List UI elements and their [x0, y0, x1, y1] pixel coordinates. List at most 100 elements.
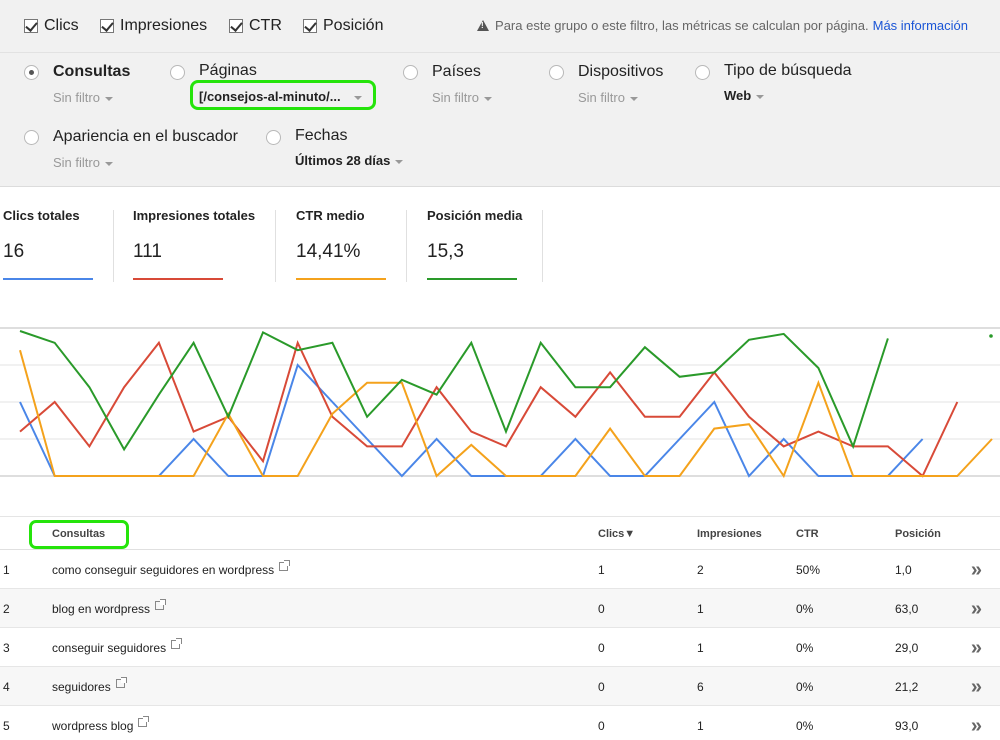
metric-divider: [113, 210, 114, 282]
notice-text: Para este grupo o este filtro, las métri…: [495, 18, 869, 33]
clicks-value: 0: [598, 602, 605, 616]
header-impresiones[interactable]: Impresiones: [697, 528, 762, 540]
ctr-checkbox[interactable]: CTR: [229, 16, 282, 36]
header-ctr[interactable]: CTR: [796, 528, 819, 540]
chevron-down-icon: [104, 96, 113, 101]
query-label: como conseguir seguidores en wordpress: [52, 563, 275, 577]
position-value: 93,0: [895, 719, 919, 733]
metric-label: Posición media: [427, 208, 523, 223]
query-text[interactable]: seguidores: [52, 677, 127, 694]
metric-posicion-media[interactable]: Posición media 15,3: [427, 208, 522, 288]
fechas-radio[interactable]: [266, 130, 281, 145]
table-row[interactable]: 1 como conseguir seguidores en wordpress…: [0, 550, 1000, 589]
apariencia-filter-value: Sin filtro: [53, 155, 100, 170]
row-details-icon[interactable]: »: [970, 559, 982, 581]
apariencia-radio[interactable]: [24, 130, 39, 145]
metric-clics-totales[interactable]: Clics totales 16: [3, 208, 93, 288]
clicks-value: 0: [598, 641, 605, 655]
dispositivos-filter-dropdown[interactable]: Sin filtro: [578, 90, 638, 105]
tipo-busqueda-label[interactable]: Tipo de búsqueda: [724, 62, 852, 79]
posicion-checkbox-label: Posición: [323, 17, 384, 34]
filters-panel: Consultas Sin filtro Páginas [/consejos-…: [0, 52, 1000, 187]
more-info-link[interactable]: Más información: [872, 18, 968, 33]
tipo-busqueda-radio[interactable]: [695, 65, 710, 80]
query-text[interactable]: conseguir seguidores: [52, 638, 183, 655]
metric-value: 15,3: [427, 241, 464, 262]
clicks-value: 1: [598, 563, 605, 577]
impressions-value: 2: [697, 563, 704, 577]
paises-filter-value: Sin filtro: [432, 90, 479, 105]
external-link-icon[interactable]: [279, 560, 291, 571]
row-details-icon[interactable]: »: [970, 676, 982, 698]
metric-impresiones-totales[interactable]: Impresiones totales 111: [133, 208, 255, 288]
external-link-icon[interactable]: [138, 716, 150, 727]
table-row[interactable]: 3 conseguir seguidores 0 1 0% 29,0 »: [0, 628, 1000, 667]
clicks-value: 0: [598, 680, 605, 694]
dispositivos-label[interactable]: Dispositivos: [578, 63, 664, 80]
metric-label: CTR medio: [296, 208, 365, 223]
row-details-icon[interactable]: »: [970, 637, 982, 659]
query-text[interactable]: wordpress blog: [52, 716, 150, 733]
row-details-icon[interactable]: »: [970, 715, 982, 737]
series-point-posicion: [989, 334, 993, 338]
metric-toggle-bar: Clics Impresiones CTR Posición Para este…: [0, 0, 1000, 52]
consultas-filter-dropdown[interactable]: Sin filtro: [53, 90, 113, 105]
checkbox-check-icon: [100, 19, 114, 33]
fechas-dropdown[interactable]: Últimos 28 días: [295, 153, 404, 168]
impresiones-checkbox[interactable]: Impresiones: [100, 16, 207, 36]
clics-checkbox[interactable]: Clics: [24, 16, 79, 36]
tipo-busqueda-dropdown[interactable]: Web: [724, 88, 765, 103]
paginas-radio[interactable]: [170, 65, 185, 80]
ctr-value: 0%: [796, 641, 814, 655]
external-link-icon[interactable]: [171, 638, 183, 649]
apariencia-label[interactable]: Apariencia en el buscador: [53, 128, 239, 145]
row-number: 4: [3, 680, 10, 694]
series-line-posición: [19, 330, 889, 452]
ctr-value: 0%: [796, 602, 814, 616]
impressions-value: 1: [697, 602, 704, 616]
query-text[interactable]: como conseguir seguidores en wordpress: [52, 560, 291, 577]
query-text[interactable]: blog en wordpress: [52, 599, 167, 616]
position-value: 21,2: [895, 680, 919, 694]
table-row[interactable]: 4 seguidores 0 6 0% 21,2 »: [0, 667, 1000, 706]
impresiones-checkbox-label: Impresiones: [120, 17, 208, 34]
chart-gridlines: [0, 327, 1000, 477]
metric-divider: [275, 210, 276, 282]
paginas-filter-highlight: [190, 80, 376, 110]
paginas-filter-dropdown[interactable]: [/consejos-al-minuto/...: [199, 89, 362, 104]
clics-checkbox-label: Clics: [44, 17, 79, 34]
position-value: 29,0: [895, 641, 919, 655]
metric-label: Clics totales: [3, 208, 80, 223]
header-consultas[interactable]: Consultas: [52, 528, 106, 540]
paginas-label[interactable]: Páginas: [199, 62, 257, 79]
ctr-value: 0%: [796, 719, 814, 733]
paises-radio[interactable]: [403, 65, 418, 80]
metric-ctr-medio[interactable]: CTR medio 14,41%: [296, 208, 386, 288]
tipo-busqueda-value: Web: [724, 88, 752, 103]
fechas-label[interactable]: Fechas: [295, 127, 348, 144]
header-clics-sort[interactable]: Clics▼: [598, 528, 636, 540]
header-posicion[interactable]: Posición: [895, 528, 941, 540]
per-page-notice: Para este grupo o este filtro, las métri…: [477, 18, 968, 33]
metric-divider: [542, 210, 543, 282]
impressions-value: 1: [697, 641, 704, 655]
table-row[interactable]: 2 blog en wordpress 0 1 0% 63,0 »: [0, 589, 1000, 628]
fechas-value: Últimos 28 días: [295, 153, 391, 168]
consultas-radio[interactable]: [24, 65, 39, 80]
checkbox-check-icon: [303, 19, 317, 33]
posicion-checkbox[interactable]: Posición: [303, 16, 383, 36]
paises-filter-dropdown[interactable]: Sin filtro: [432, 90, 492, 105]
dispositivos-radio[interactable]: [549, 65, 564, 80]
chevron-down-icon: [395, 159, 404, 164]
paises-label[interactable]: Países: [432, 63, 481, 80]
series-line-impresiones: [19, 339, 959, 478]
row-details-icon[interactable]: »: [970, 598, 982, 620]
external-link-icon[interactable]: [115, 677, 127, 688]
consultas-header-highlight: [29, 520, 129, 549]
table-row[interactable]: 5 wordpress blog 0 1 0% 93,0 »: [0, 706, 1000, 740]
consultas-label[interactable]: Consultas: [53, 63, 131, 80]
query-label: wordpress blog: [52, 719, 134, 733]
external-link-icon[interactable]: [155, 599, 167, 610]
apariencia-filter-dropdown[interactable]: Sin filtro: [53, 155, 113, 170]
performance-chart[interactable]: [0, 320, 1000, 490]
